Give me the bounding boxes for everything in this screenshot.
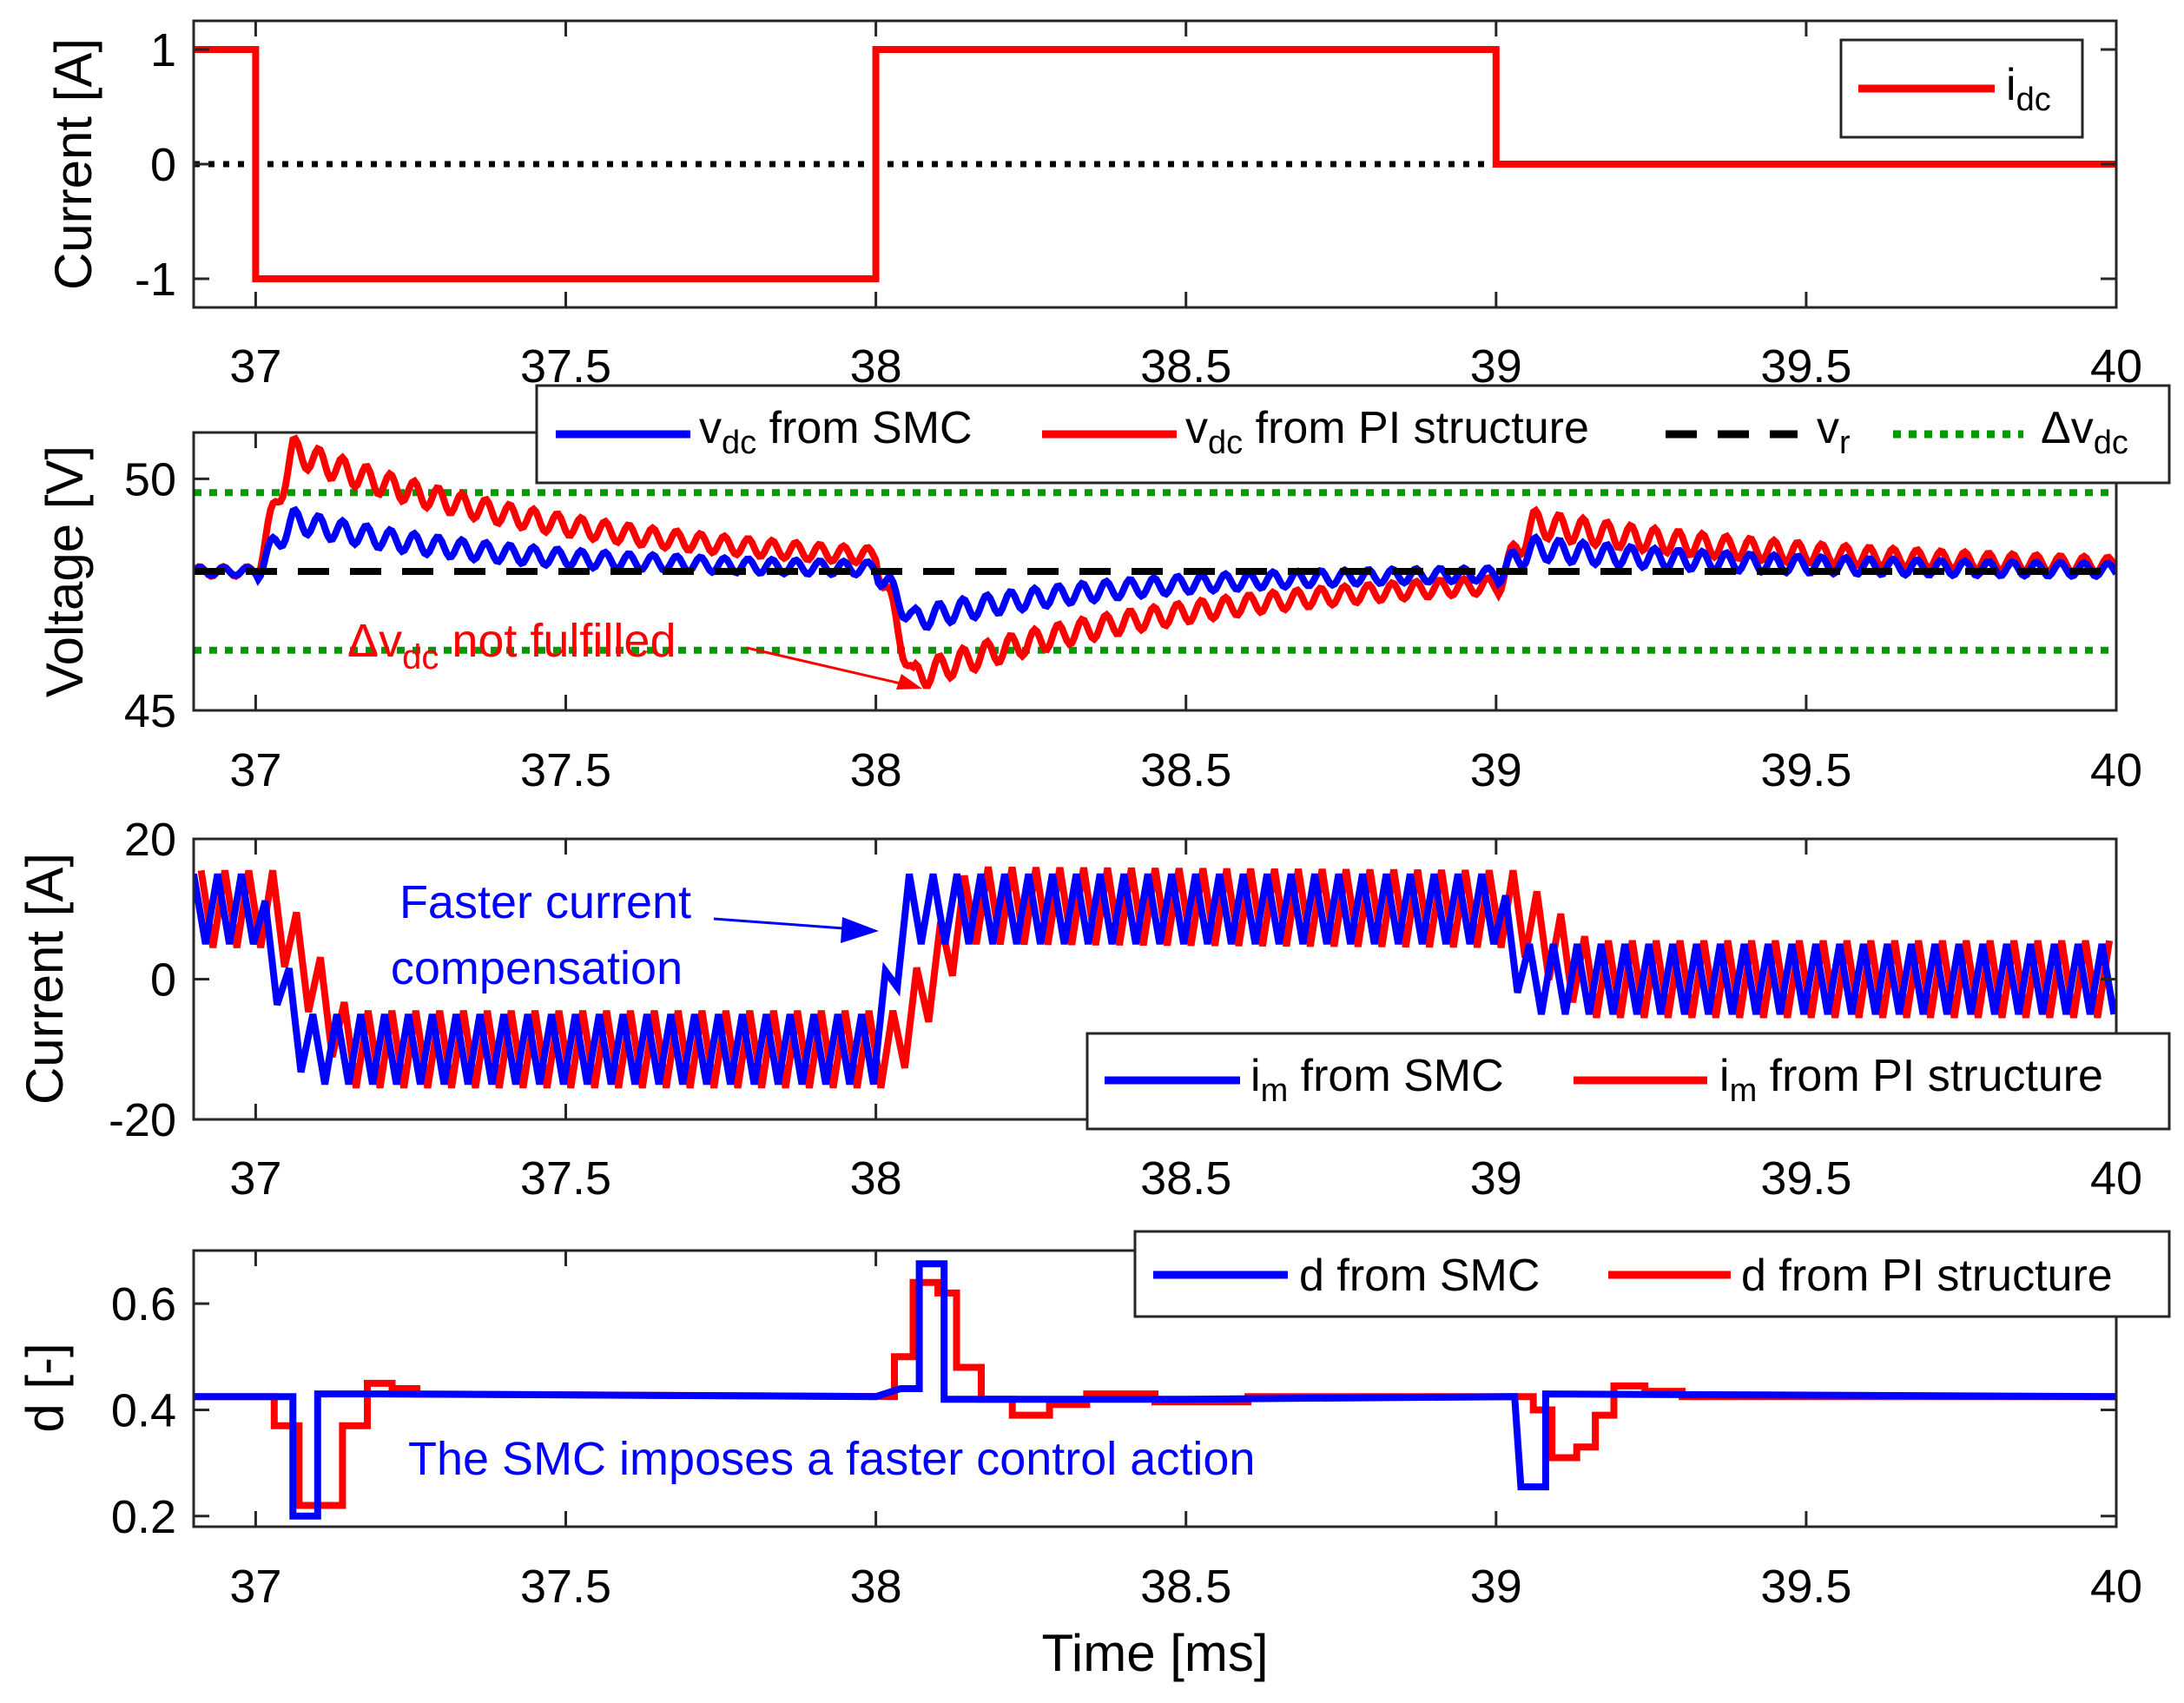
xtick-label-idc: 38 — [850, 340, 902, 393]
xtick-label-vdc: 37 — [229, 744, 281, 796]
xtick-label-im: 38.5 — [1140, 1152, 1231, 1205]
legend-entry-d-smc: d from SMC — [1299, 1251, 1540, 1301]
xtick-label-im: 40 — [2090, 1152, 2142, 1205]
panel-im: 37 37.5 38 38.5 39 39.5 40 -20 0 20 Current [A] F… — [16, 814, 2171, 1205]
series-vdc-smc — [194, 505, 2116, 631]
ytick-label-im: -20 — [109, 1094, 176, 1146]
ytick-label-d: 0.6 — [111, 1278, 176, 1330]
xtick-label-d: 38 — [850, 1561, 902, 1613]
xtick-label-vdc: 37.5 — [520, 744, 611, 796]
xtick-label-idc: 37 — [229, 340, 281, 393]
xtick-label-im: 39 — [1470, 1152, 1522, 1205]
xtick-label-idc: 40 — [2090, 340, 2142, 393]
xtick-label-d: 38.5 — [1140, 1561, 1231, 1613]
ylabel-im: Current [A] — [16, 853, 74, 1105]
legend-entry-vdc-pi: vdc from PI structure — [1185, 403, 1589, 461]
xtick-label-d: 37 — [229, 1561, 281, 1613]
xtick-label-im: 39.5 — [1760, 1152, 1851, 1205]
ytick-label-idc: 0 — [150, 139, 176, 191]
legend-entry-band: Δvdc — [2041, 403, 2128, 461]
series-d-smc — [194, 1260, 2116, 1520]
ytick-label-idc: -1 — [135, 254, 176, 306]
series-im-smc — [194, 873, 2116, 1086]
xtick-label-idc: 38.5 — [1140, 340, 1231, 393]
series-idc — [194, 46, 2116, 282]
ytick-label-d: 0.4 — [111, 1384, 176, 1436]
panel-idc: 37 37.5 38 38.5 39 39.5 40 -1 0 1 Current [A] idc — [44, 19, 2142, 393]
legend-d: d from SMC d from PI structure — [1133, 1230, 2171, 1318]
xtick-label-vdc: 40 — [2090, 744, 2142, 796]
xlabel: Time [ms] — [1041, 1624, 1268, 1682]
legend-entry-vr: vr — [1817, 403, 1851, 461]
xtick-label-im: 38 — [850, 1152, 902, 1205]
legend-entry-im-smc: im from SMC — [1250, 1051, 1504, 1109]
xtick-label-im: 37.5 — [520, 1152, 611, 1205]
ytick-label-d: 0.2 — [111, 1491, 176, 1543]
legend-im: im from SMC im from PI structure — [1085, 1032, 2171, 1131]
ytick-label-idc: 1 — [150, 24, 176, 76]
legend-entry-vdc-smc: vdc from SMC — [699, 403, 973, 461]
ylabel-vdc: Voltage [V] — [36, 446, 94, 697]
xtick-label-d: 39.5 — [1760, 1561, 1851, 1613]
xtick-label-d: 39 — [1470, 1561, 1522, 1613]
ytick-label-im: 0 — [150, 954, 176, 1007]
xtick-label-d: 40 — [2090, 1561, 2142, 1613]
legend-entry-d-pi: d from PI structure — [1741, 1251, 2113, 1301]
annotation-im-line2: compensation — [391, 942, 683, 994]
annotation-vdc: Δvdc not fulfilled — [347, 615, 922, 690]
panel-d: 37 37.5 38 38.5 39 39.5 40 0.2 0.4 0.6 d [-] The … — [16, 1230, 2171, 1613]
xtick-label-idc: 37.5 — [520, 340, 611, 393]
annotation-vdc-arrow-line — [746, 646, 913, 688]
xtick-label-vdc: 39 — [1470, 744, 1522, 796]
annotation-im-arrow-line — [713, 917, 856, 931]
annotation-vdc-text: Δvdc not fulfilled — [347, 615, 676, 677]
ytick-label-vdc: 45 — [124, 685, 176, 737]
legend-entry-idc: idc — [2006, 60, 2051, 118]
annotation-im: Faster current compensation — [391, 876, 879, 994]
xtick-label-idc: 39.5 — [1760, 340, 1851, 393]
legend-idc: idc — [1839, 38, 2084, 139]
xtick-label-vdc: 38.5 — [1140, 744, 1231, 796]
xtick-label-im: 37 — [229, 1152, 281, 1205]
ylabel-idc: Current [A] — [44, 38, 102, 290]
xtick-label-vdc: 38 — [850, 744, 902, 796]
legend-entry-im-pi: im from PI structure — [1719, 1051, 2103, 1109]
ytick-label-vdc: 50 — [124, 453, 176, 505]
series-d-pi — [194, 1278, 2116, 1509]
xtick-label-idc: 39 — [1470, 340, 1522, 393]
annotation-vdc-arrowhead — [896, 674, 922, 690]
ylabel-d: d [-] — [16, 1343, 74, 1432]
xtick-label-d: 37.5 — [520, 1561, 611, 1613]
annotation-im-line1: Faster current — [399, 876, 691, 928]
annotation-d: The SMC imposes a faster control action — [408, 1433, 1255, 1485]
panel-vdc: 37 37.5 38 38.5 39 39.5 40 45 50 Voltage [V] Δvd… — [36, 384, 2171, 796]
ytick-label-im: 20 — [124, 814, 176, 866]
series-vdc-pi — [194, 434, 2116, 690]
xtick-label-vdc: 39.5 — [1760, 744, 1851, 796]
annotation-im-arrowhead — [841, 917, 879, 943]
legend-vdc: vdc from SMC vdc from PI structure vr Δv… — [535, 384, 2171, 485]
